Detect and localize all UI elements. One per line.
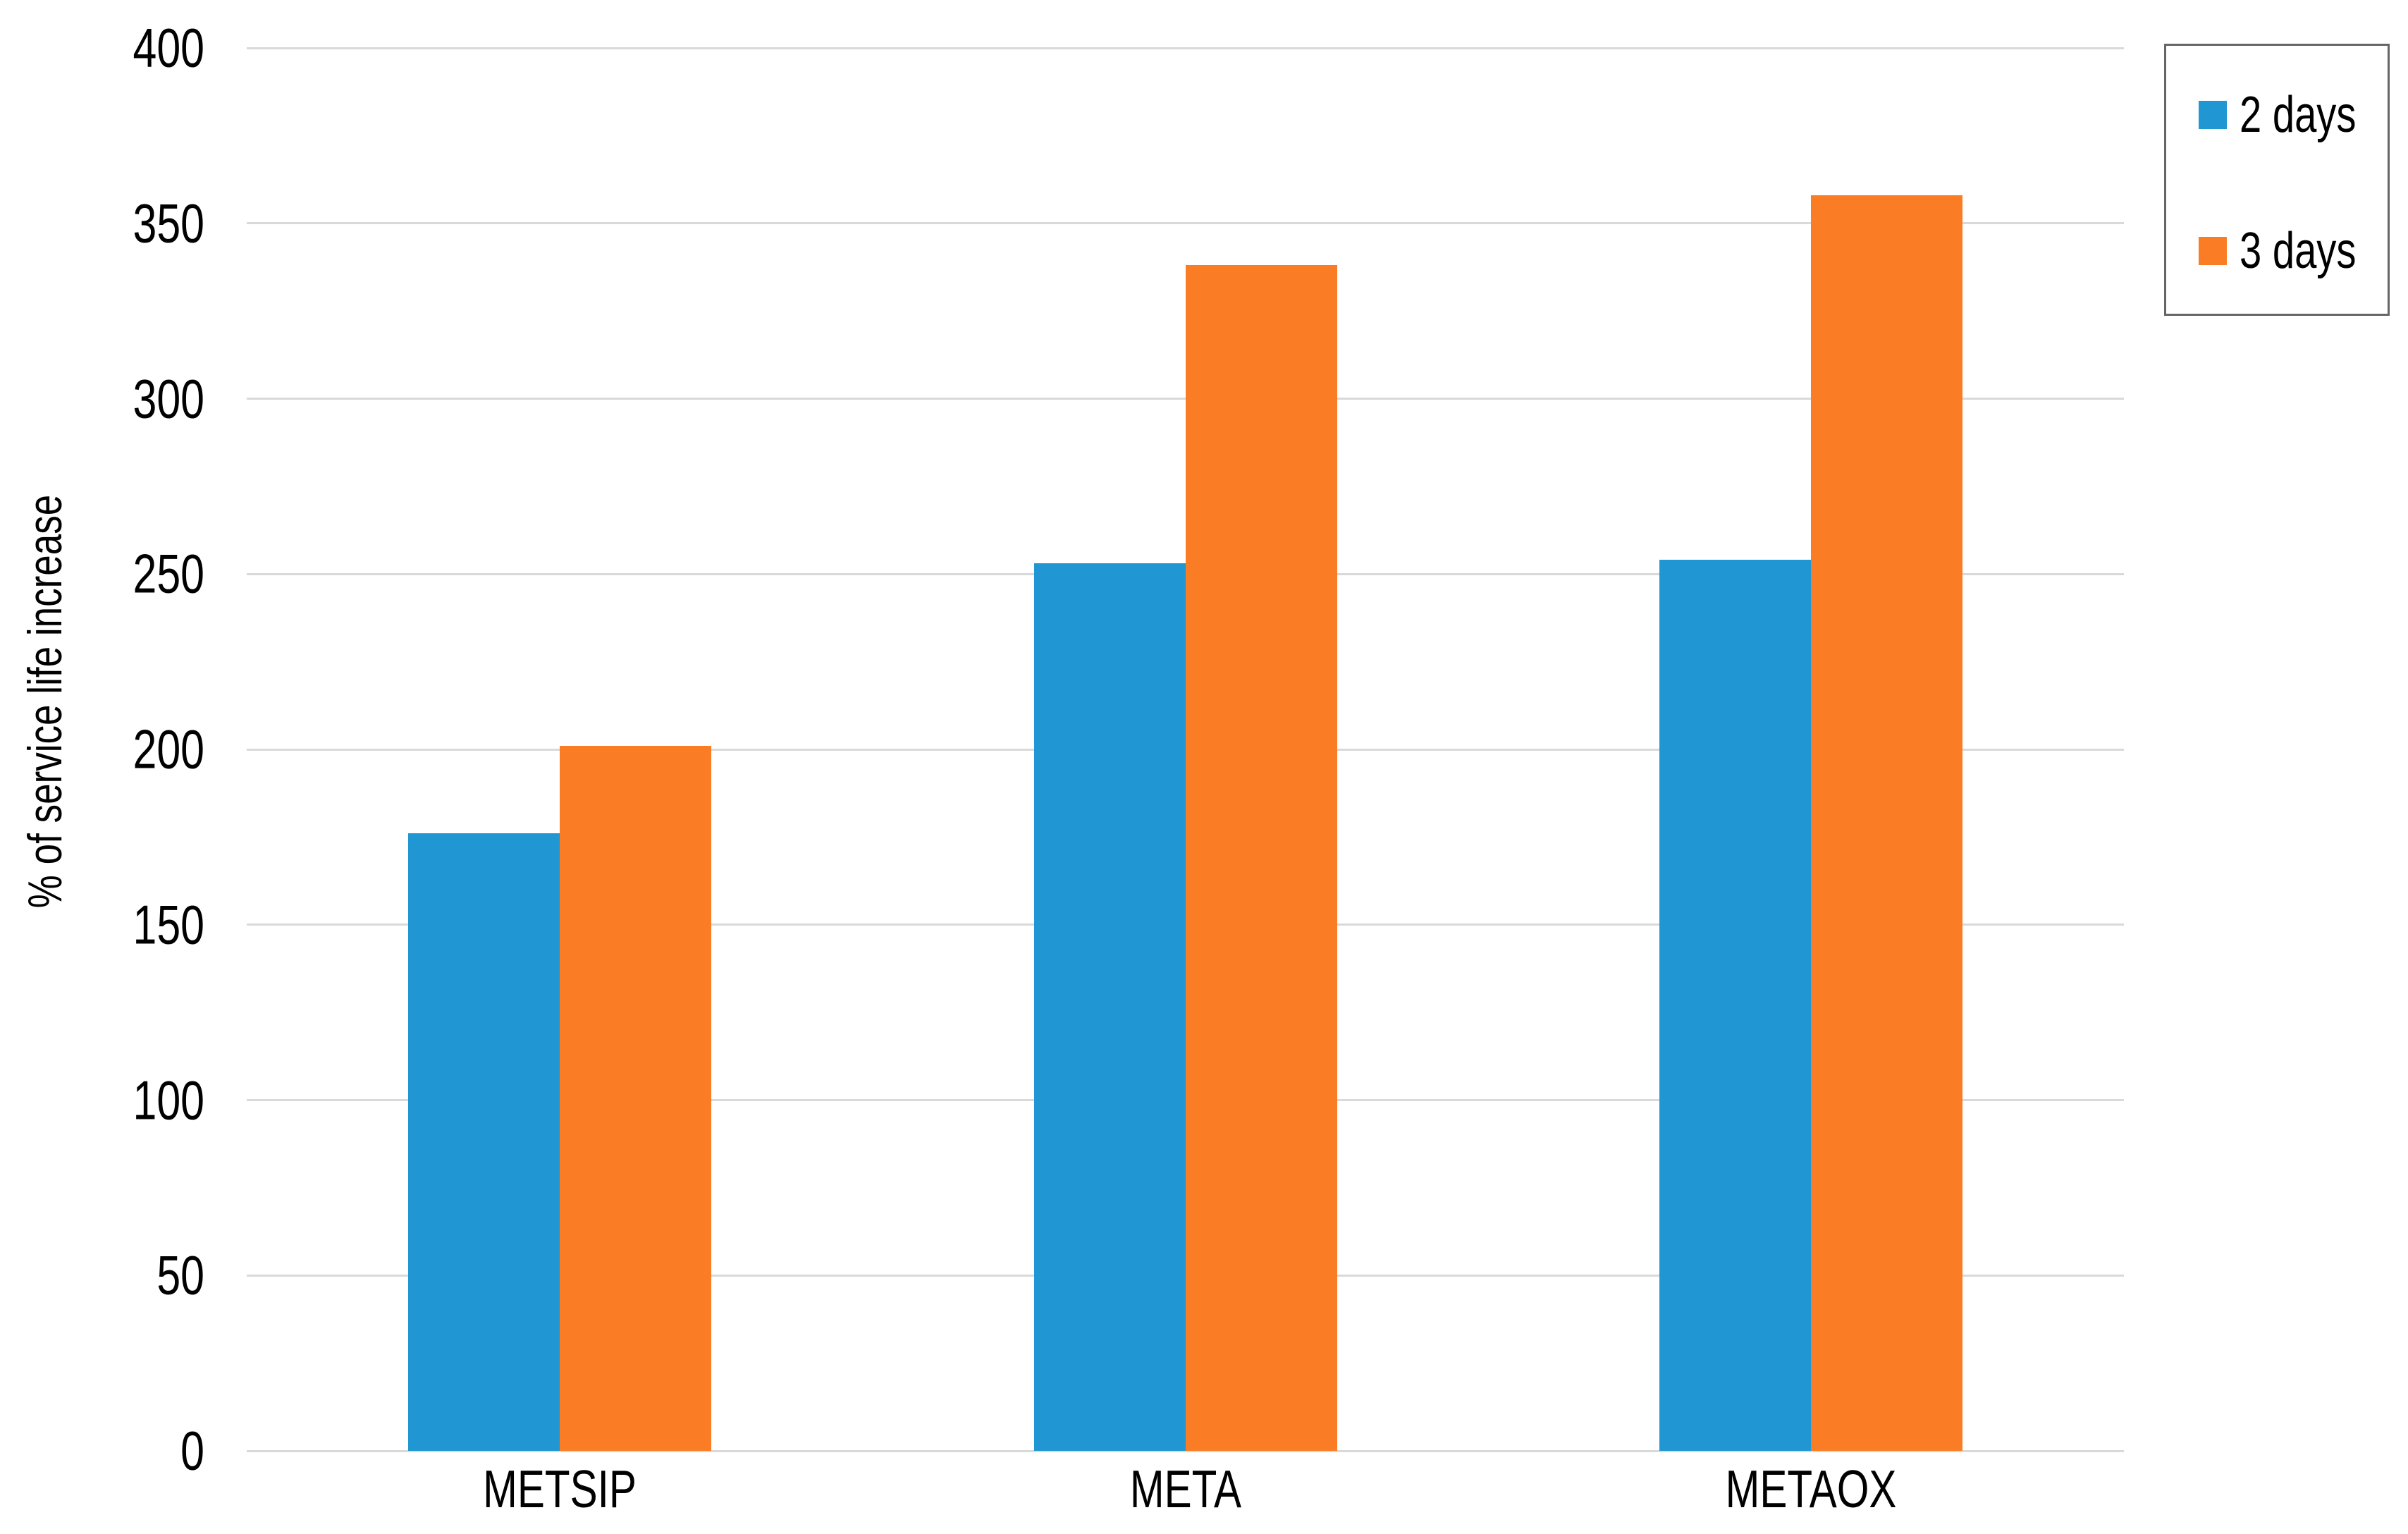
y-tick-label-400: 400: [133, 16, 204, 79]
y-tick-label-350: 350: [133, 192, 204, 254]
y-tick-label-100: 100: [133, 1069, 204, 1131]
bar-3-days-METSIP: [559, 746, 711, 1451]
legend-item-2-days: 2 days: [2199, 86, 2389, 144]
bar-2-days-METSIP: [407, 833, 560, 1451]
y-tick-label-150: 150: [133, 893, 204, 956]
x-category-label-METAOX: METAOX: [1725, 1459, 1897, 1518]
y-tick-label-0: 0: [180, 1419, 204, 1482]
y-tick-label-300: 300: [133, 367, 204, 429]
y-tick-label-200: 200: [133, 718, 204, 780]
legend-swatch-3-days: [2199, 237, 2227, 265]
bar-2-days-METAOX: [1659, 560, 1812, 1451]
gridline-350: [247, 222, 2124, 225]
gridline-0: [247, 1449, 2124, 1452]
bar-3-days-META: [1185, 265, 1337, 1451]
y-tick-label-50: 50: [156, 1244, 204, 1306]
bar-2-days-META: [1033, 563, 1186, 1451]
legend-label-3-days: 3 days: [2240, 223, 2357, 279]
x-category-label-METSIP: METSIP: [482, 1459, 637, 1518]
legend-swatch-2-days: [2199, 101, 2227, 129]
plot-area: [247, 47, 2124, 1452]
x-category-label-META: META: [1129, 1459, 1241, 1518]
legend: 2 days 3 days: [2164, 44, 2390, 316]
legend-label-2-days: 2 days: [2240, 87, 2357, 143]
bar-3-days-METAOX: [1811, 195, 1963, 1451]
y-tick-label-250: 250: [133, 542, 204, 605]
legend-item-3-days: 3 days: [2199, 222, 2389, 280]
gridline-400: [247, 47, 2124, 49]
